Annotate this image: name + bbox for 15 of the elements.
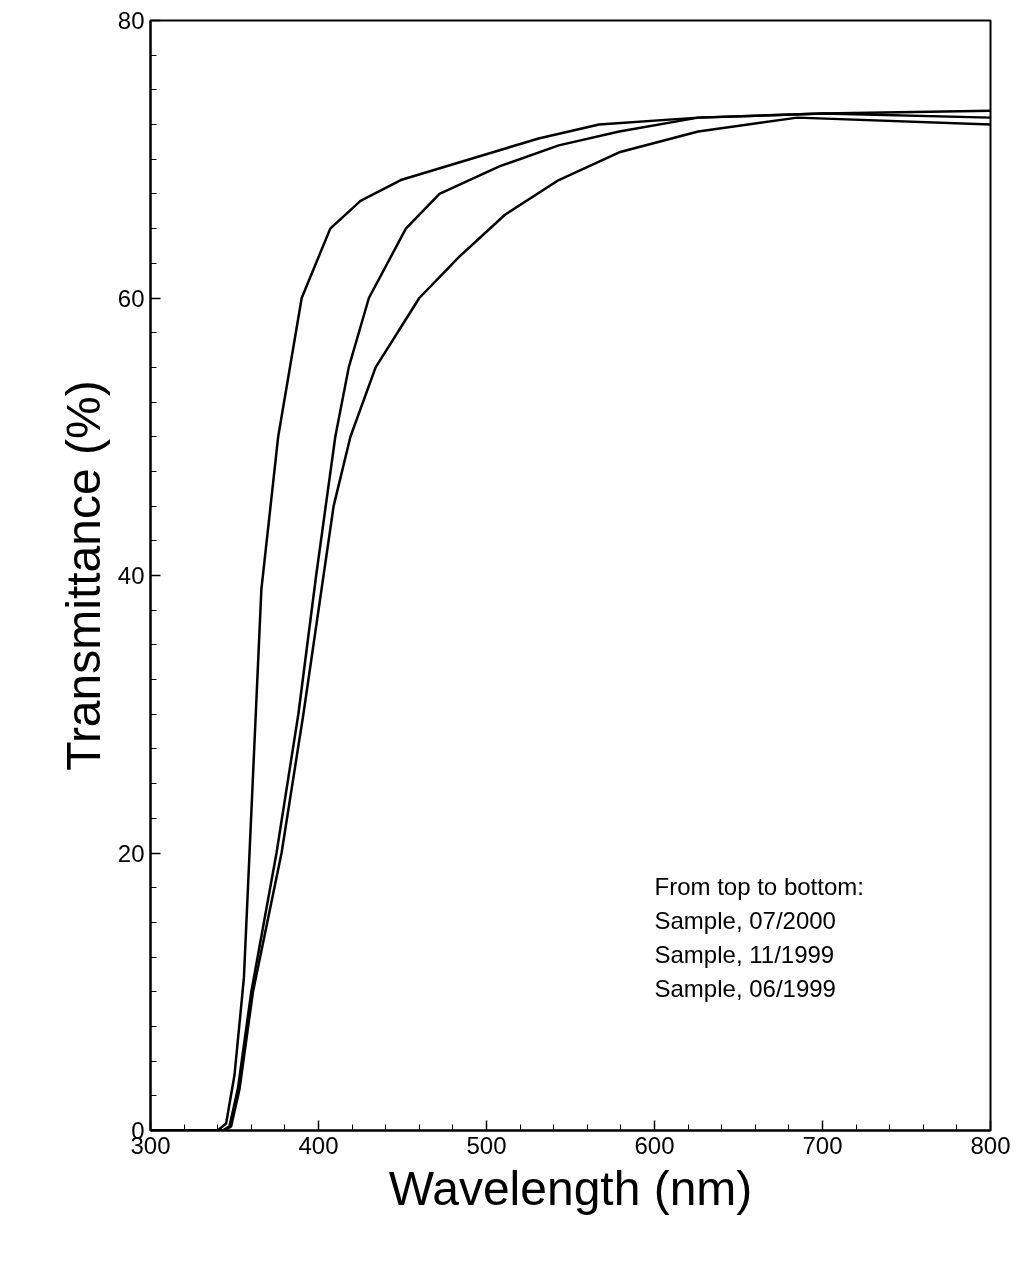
x-tick-label: 600	[634, 1131, 675, 1159]
x-axis-title: Wavelength (nm)	[388, 1161, 753, 1215]
y-tick-label: 80	[117, 7, 145, 34]
annotation: From top to bottom:	[654, 872, 864, 900]
annotation: Sample, 11/1999	[654, 940, 835, 968]
y-tick-label: 20	[117, 839, 145, 867]
annotation: Sample, 06/1999	[654, 974, 836, 1002]
annotation: Sample, 07/2000	[654, 906, 836, 934]
y-axis-title: Transmittance (%)	[56, 380, 110, 771]
x-tick-label: 400	[298, 1131, 339, 1159]
x-tick-label: 800	[970, 1131, 1011, 1159]
y-tick-label: 40	[117, 562, 145, 589]
x-tick-label: 700	[802, 1131, 843, 1159]
y-tick-label: 60	[117, 284, 145, 312]
x-tick-label: 500	[466, 1131, 507, 1159]
